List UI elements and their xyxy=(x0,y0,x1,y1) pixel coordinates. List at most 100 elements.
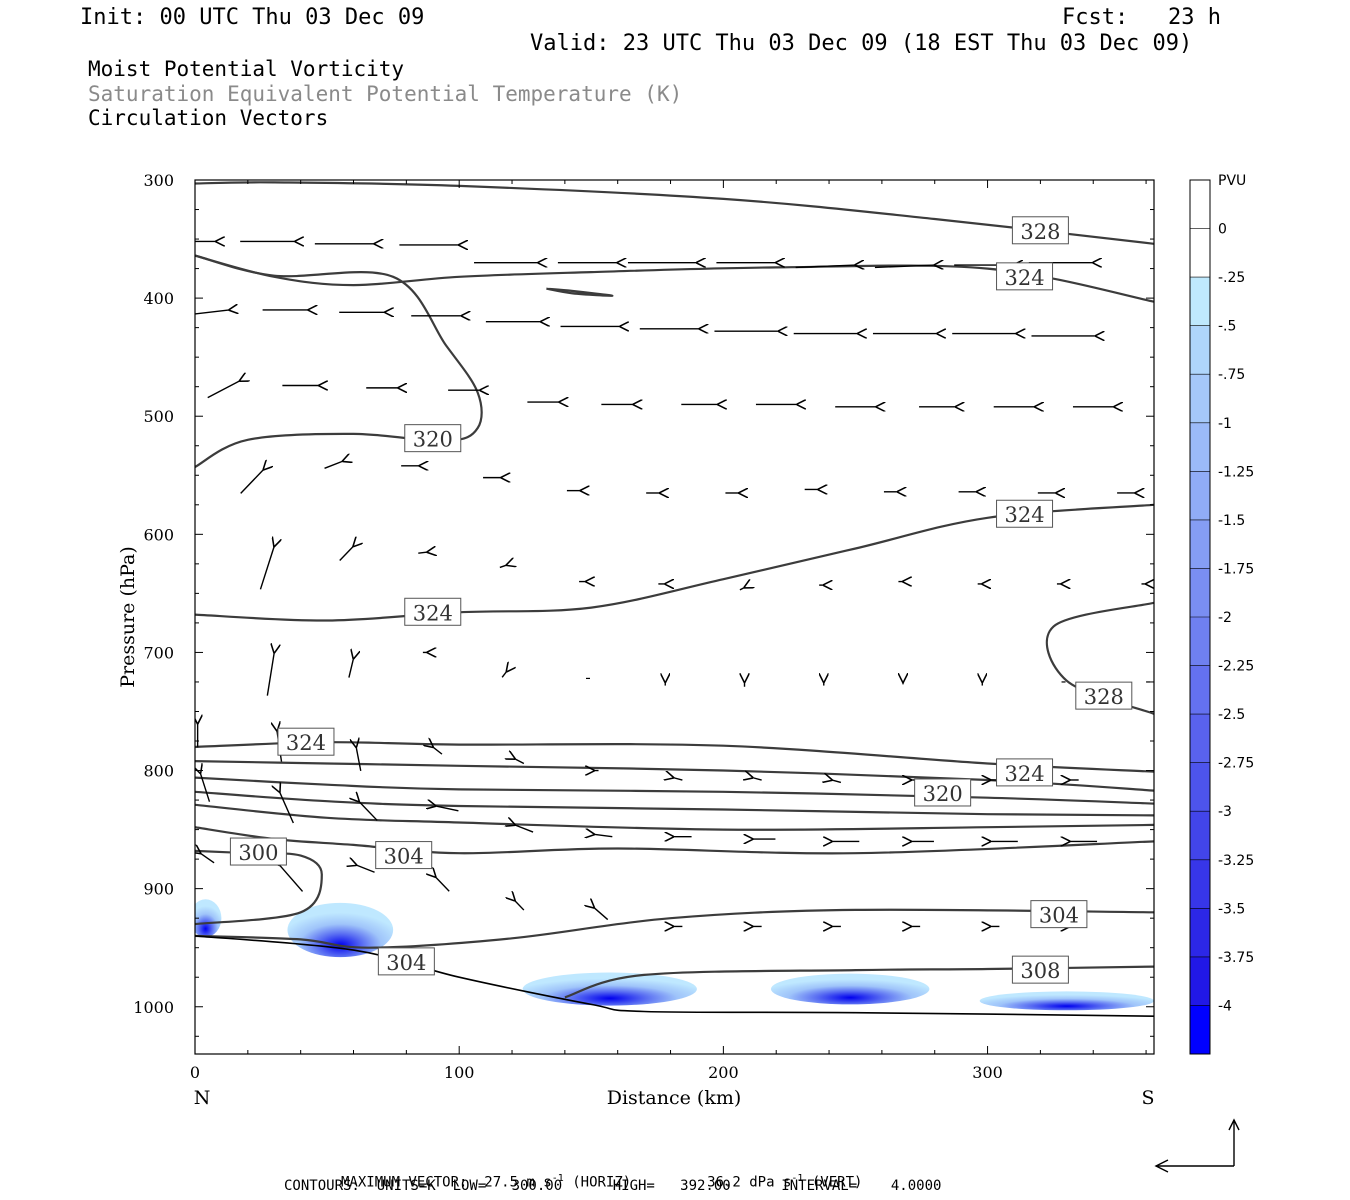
circulation-vector xyxy=(348,658,354,678)
contour-label-box xyxy=(1075,681,1133,710)
contour-label-4: 324 xyxy=(404,597,462,626)
circulation-vector xyxy=(832,780,842,782)
contour-labels: 328 324 320 324 324 328 324 324 320 300 304 304 304 3… xyxy=(229,216,1133,984)
circulation-vector xyxy=(752,778,762,780)
contour-label-text: 308 xyxy=(1020,959,1060,983)
x-tick-label: 200 xyxy=(708,1063,739,1082)
colorbar-segment xyxy=(1190,180,1210,230)
colorbar-label: -.75 xyxy=(1218,367,1245,383)
contour-label-12: 304 xyxy=(377,947,435,976)
contour-label-5: 328 xyxy=(1075,681,1133,710)
colorbar-segment xyxy=(1190,714,1210,764)
contour-label-text: 324 xyxy=(413,601,453,625)
theta-e-contour-1 xyxy=(195,254,1154,303)
colorbar-label: -1.25 xyxy=(1218,464,1254,480)
max-vector-vert-exp: -1 xyxy=(791,1173,804,1184)
pv-area-1 xyxy=(287,902,394,958)
contour-label-6: 324 xyxy=(277,727,335,756)
field-title-vectors: Circulation Vectors xyxy=(88,106,329,130)
x-end-label-right: S xyxy=(1141,1087,1154,1109)
colorbar-segment xyxy=(1190,471,1210,521)
contour-label-text: 324 xyxy=(1005,266,1045,290)
circulation-vector xyxy=(266,652,274,696)
max-vector-label: MAXIMUM VECTOR: xyxy=(341,1174,468,1191)
circulation-vector xyxy=(515,900,525,911)
terrain-line xyxy=(195,935,1154,1017)
circulation-vector xyxy=(739,587,745,591)
colorbar-segment xyxy=(1190,568,1210,618)
colorbar-label: 0 xyxy=(1218,222,1227,238)
colorbar-segment xyxy=(1190,665,1210,715)
colorbar-label: -3 xyxy=(1218,804,1232,820)
circulation-vector xyxy=(259,546,274,590)
colorbar-label: -2.25 xyxy=(1218,659,1254,675)
pv-area-2 xyxy=(522,972,697,1006)
y-axis-title: Pressure (hPa) xyxy=(117,546,139,688)
pv-area-0 xyxy=(195,899,222,938)
circulation-vector xyxy=(356,865,375,873)
theta-e-contour-0 xyxy=(195,181,1154,245)
circulation-vector xyxy=(240,469,264,494)
colorbar-label: -2 xyxy=(1218,610,1232,626)
contour-label-box xyxy=(996,758,1054,787)
contour-label-text: 304 xyxy=(384,845,424,869)
contour-label-text: 304 xyxy=(1039,904,1079,928)
contour-label-box xyxy=(914,778,972,807)
max-vector-vert-unit: (VERT) xyxy=(811,1174,863,1191)
circulation-vector xyxy=(195,310,229,315)
colorbar-label: -.5 xyxy=(1218,319,1236,335)
colorbar-label: -3.75 xyxy=(1218,950,1254,966)
contour-label-1: 324 xyxy=(996,262,1054,291)
contour-label-box xyxy=(229,837,287,866)
theta-e-contour-14 xyxy=(546,287,614,297)
contour-label-3: 324 xyxy=(996,499,1054,528)
contour-label-text: 324 xyxy=(1005,503,1045,527)
colorbar-label: -1.5 xyxy=(1218,513,1245,529)
contour-label-text: 324 xyxy=(286,731,326,755)
pv-area-4 xyxy=(979,991,1154,1011)
contour-label-box xyxy=(377,947,435,976)
y-tick-label: 500 xyxy=(143,407,174,426)
colorbar-segment xyxy=(1190,1005,1210,1055)
circulation-vector xyxy=(874,265,935,267)
circulation-vector xyxy=(435,806,459,812)
colorbar-segment xyxy=(1190,519,1210,569)
circulation-vector xyxy=(207,381,240,399)
contour-label-box xyxy=(404,424,462,453)
colorbar-segment xyxy=(1190,956,1210,1006)
colorbar-segment xyxy=(1190,228,1210,278)
colorbar-segment xyxy=(1190,374,1210,424)
circulation-vector xyxy=(795,265,856,267)
colorbar-label: -1 xyxy=(1218,416,1232,432)
reference-vector xyxy=(1154,1118,1240,1173)
plot-frame xyxy=(194,179,1155,1055)
circulation-vector xyxy=(324,461,343,469)
colorbar-label: -3.25 xyxy=(1218,853,1254,869)
contour-label-box xyxy=(1030,900,1088,929)
theta-e-contour-10 xyxy=(195,826,1154,855)
y-tick-label: 700 xyxy=(143,643,174,662)
terrain-surface xyxy=(195,935,1154,1017)
colorbar-segment xyxy=(1190,277,1210,327)
colorbar-label: -1.75 xyxy=(1218,561,1254,577)
x-tick-label: 0 xyxy=(190,1063,200,1082)
max-vector-horiz-exp: -1 xyxy=(551,1173,564,1184)
contour-label-2: 320 xyxy=(404,424,462,453)
contour-label-11: 304 xyxy=(1030,900,1088,929)
theta-e-contour-12 xyxy=(195,908,1154,949)
max-vector-line: MAXIMUM VECTOR: 27.5 m s-1 (HORIZ) 36.2 … xyxy=(341,1160,862,1190)
y-tick-label: 1000 xyxy=(133,998,174,1017)
circulation-vector xyxy=(673,778,683,780)
theta-e-contour-8 xyxy=(195,790,1154,817)
colorbar-segment xyxy=(1190,908,1210,958)
pv-shading xyxy=(195,899,1154,1011)
circulation-vector xyxy=(359,801,378,821)
forecast-hour: Fcst: 23 h xyxy=(1062,5,1221,30)
circulation-vector xyxy=(501,671,507,678)
contour-label-0: 328 xyxy=(1011,216,1069,245)
init-time: Init: 00 UTC Thu 03 Dec 09 xyxy=(80,5,425,30)
contour-label-box xyxy=(375,841,433,870)
theta-e-contour-7 xyxy=(195,776,1154,805)
circulation-vector xyxy=(200,773,211,802)
contour-label-8: 320 xyxy=(914,778,972,807)
